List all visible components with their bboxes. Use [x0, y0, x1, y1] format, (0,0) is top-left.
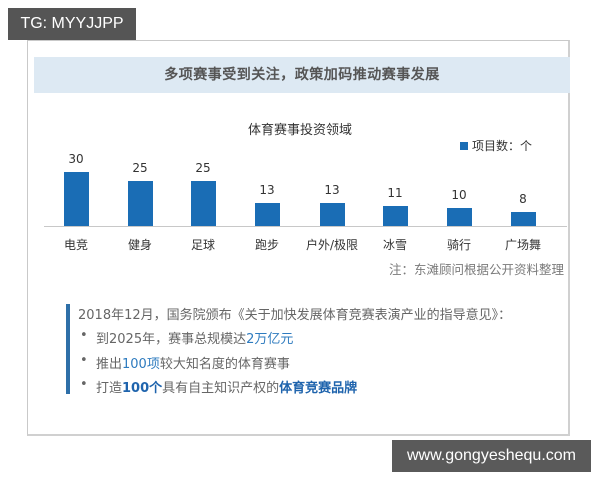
bullet-1-highlight: 2万亿元: [246, 332, 294, 347]
chart-source-note: 注：东滩顾问根据公开资料整理: [388, 262, 564, 277]
bullet-1-text: 到2025年，赛事总规模达: [96, 332, 247, 347]
legend-swatch-icon: [460, 141, 468, 150]
bar-value-label: 25: [132, 161, 148, 175]
bar-0: [64, 172, 89, 226]
policy-intro: 2018年12月，国务院颁布《关于加快发展体育竞赛表演产业的指导意见》：: [78, 308, 512, 323]
page-title: 多项赛事受到关注，政策加码推动赛事发展: [164, 67, 440, 83]
bullet-icon: •: [80, 377, 88, 392]
category-label: 冰雪: [382, 238, 407, 252]
bullet-icon: •: [80, 353, 88, 368]
category-label: 足球: [190, 238, 215, 252]
bar-value-label: 11: [387, 186, 403, 200]
category-label: 广场舞: [504, 238, 541, 252]
bar-value-label: 25: [195, 161, 211, 175]
bar-value-label: 10: [451, 188, 467, 202]
bar-value-label: 13: [259, 183, 275, 197]
category-label: 跑步: [254, 238, 279, 252]
policy-bullet-2: 推出100项较大知名度的体育赛事: [96, 353, 290, 372]
bullet-2-highlight: 100项: [122, 357, 160, 372]
legend-label: 项目数：个: [472, 139, 533, 153]
policy-bullet-1: 到2025年，赛事总规模达2万亿元: [96, 328, 293, 347]
bar-2: [191, 181, 216, 226]
watermark-bottom-right: www.gongyeshequ.com: [392, 440, 591, 472]
x-axis-line: [44, 226, 567, 227]
watermark-top-left: TG: MYYJJPP: [8, 8, 136, 40]
category-label: 户外/极限: [305, 238, 359, 252]
category-label: 健身: [127, 238, 152, 252]
bar-3: [255, 203, 280, 226]
bar-7: [511, 212, 536, 226]
bar-6: [447, 208, 472, 226]
bar-value-label: 30: [68, 152, 84, 166]
chart-legend: 项目数：个: [460, 137, 532, 154]
bullet-3-text-mid: 具有自主知识产权的: [162, 381, 280, 396]
bullet-icon: •: [80, 328, 88, 343]
bar-value-label: 8: [519, 192, 527, 206]
bar-4: [320, 203, 345, 226]
category-label: 骑行: [446, 238, 471, 252]
bar-5: [383, 206, 408, 226]
bullet-2-text: 推出: [96, 357, 123, 372]
category-label: 电竞: [63, 238, 88, 252]
bar-1: [128, 181, 153, 226]
policy-bullet-3: 打造100个具有自主知识产权的体育竞赛品牌: [96, 377, 357, 396]
title-banner: 多项赛事受到关注，政策加码推动赛事发展: [34, 57, 570, 93]
bullet-3-text: 打造: [96, 381, 123, 396]
bullet-3-highlight-2: 体育竞赛品牌: [279, 381, 358, 396]
quote-accent-bar: [66, 304, 70, 394]
slide-frame: [27, 40, 570, 436]
bullet-3-highlight: 100个: [122, 381, 163, 396]
chart-title: 体育赛事投资领域: [247, 123, 352, 138]
bar-value-label: 13: [324, 183, 340, 197]
bullet-2-text-end: 较大知名度的体育赛事: [159, 357, 290, 372]
